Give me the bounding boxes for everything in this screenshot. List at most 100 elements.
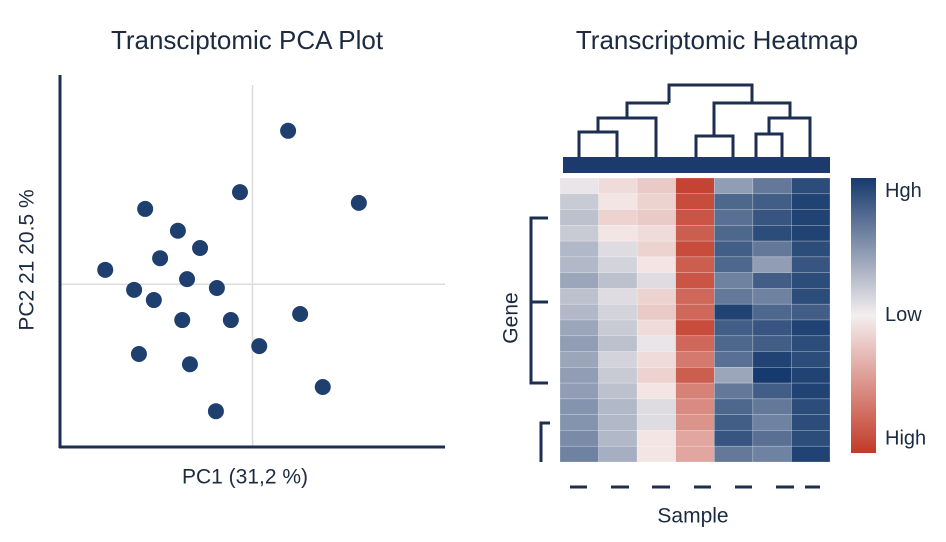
heat-cell — [636, 209, 677, 226]
heat-cell — [791, 382, 831, 400]
point — [208, 279, 225, 296]
heat-cell — [752, 445, 792, 463]
heat-cell — [675, 367, 715, 384]
heat-cell — [636, 256, 677, 273]
heat-cell — [636, 335, 677, 352]
heat-cell — [559, 177, 599, 195]
heat-cell — [598, 225, 638, 242]
heat-cell — [598, 430, 638, 447]
heat-cell — [675, 445, 715, 463]
heat-cell — [791, 272, 831, 289]
heat-cell — [636, 430, 677, 447]
heat-cell — [636, 414, 677, 431]
heat-cell — [791, 193, 831, 210]
heat-cell — [713, 225, 754, 242]
pca-plot — [60, 85, 445, 447]
heat-cell — [598, 367, 638, 384]
heat-cell — [559, 225, 599, 242]
x-axis-label: PC1 (31,2 %) — [182, 466, 308, 489]
dendrogram — [577, 83, 812, 157]
colorbar — [851, 178, 876, 453]
heat-cell — [791, 398, 831, 415]
heat-cell — [636, 193, 677, 210]
heat-cell — [791, 225, 831, 242]
heat-cell — [713, 367, 754, 384]
heat-cell — [752, 430, 792, 447]
heat-cell — [598, 193, 638, 210]
heat-cell — [791, 367, 831, 384]
heat-cell — [713, 256, 754, 273]
heat-cell — [559, 256, 599, 273]
heat-cell — [675, 319, 715, 337]
heat-cell — [636, 382, 677, 400]
heat-cell — [636, 177, 677, 195]
heat-cell — [752, 225, 792, 242]
heat-cell — [791, 351, 831, 368]
heat-cell — [675, 382, 715, 400]
heat-cell — [559, 382, 599, 400]
heat-cell — [636, 225, 677, 242]
heat-cell — [713, 193, 754, 210]
point — [192, 239, 209, 256]
heat-cell — [791, 414, 831, 431]
heat-cell — [713, 382, 754, 400]
colorbar-label: Hgh — [885, 180, 922, 202]
point — [280, 122, 297, 139]
heat-cell — [598, 288, 638, 305]
heat-cell — [713, 445, 754, 463]
point — [292, 306, 309, 323]
heat-cell — [598, 445, 638, 463]
heat-cell — [752, 177, 792, 195]
gene-brackets — [529, 216, 550, 462]
point — [152, 250, 169, 267]
heat-cell — [636, 303, 677, 321]
heat-cell — [598, 177, 638, 195]
heat-cell — [675, 303, 715, 321]
heat-cell — [598, 382, 638, 400]
heat-cell — [752, 414, 792, 431]
point — [145, 292, 162, 309]
gene-label: Gene — [500, 292, 523, 343]
heat-cell — [598, 303, 638, 321]
heat-cell — [559, 367, 599, 384]
sample-label: Sample — [657, 505, 728, 528]
heat-cell — [636, 240, 677, 258]
heat-cell — [752, 256, 792, 273]
heat-cell — [791, 430, 831, 447]
heat-cell — [675, 256, 715, 273]
point — [251, 338, 268, 355]
point — [97, 261, 114, 278]
heat-cell — [675, 335, 715, 352]
heat-cell — [598, 256, 638, 273]
heat-cell — [791, 319, 831, 337]
heat-cell — [636, 288, 677, 305]
heat-cell — [559, 272, 599, 289]
heatmap-title: Transcriptomic Heatmap — [576, 25, 858, 55]
heat-cell — [713, 303, 754, 321]
heat-cell — [791, 177, 831, 195]
heat-cell — [675, 351, 715, 368]
heat-cell — [713, 177, 754, 195]
heat-cell — [713, 414, 754, 431]
point — [231, 184, 248, 201]
heat-cell — [791, 335, 831, 352]
heat-cell — [752, 288, 792, 305]
point — [169, 222, 186, 239]
heat-cell — [752, 209, 792, 226]
y-axis-label: PC2 21 20.5 % — [16, 189, 39, 330]
heat-cell — [752, 398, 792, 415]
heat-cell — [752, 272, 792, 289]
heat-cell — [713, 335, 754, 352]
heat-cell — [598, 414, 638, 431]
point — [179, 271, 196, 288]
heat-cell — [559, 414, 599, 431]
point — [174, 312, 191, 329]
heat-cell — [675, 225, 715, 242]
heat-cell — [598, 335, 638, 352]
heat-cell — [559, 398, 599, 415]
heat-cell — [636, 398, 677, 415]
heat-cell — [713, 209, 754, 226]
heat-cell — [752, 303, 792, 321]
heat-cell — [598, 272, 638, 289]
heat-cell — [713, 430, 754, 447]
